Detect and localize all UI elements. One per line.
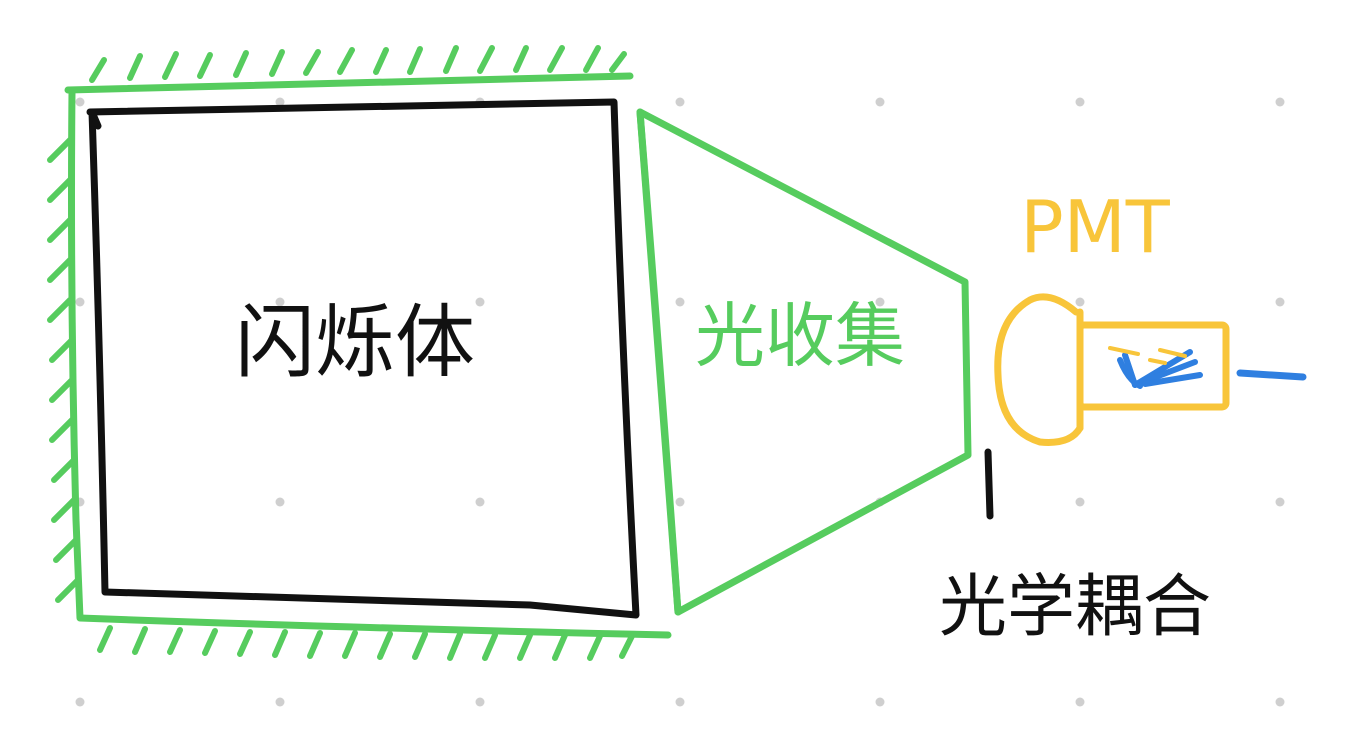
grid-dot [275, 697, 285, 707]
grid-dot [1275, 497, 1285, 507]
grid-dot [1075, 297, 1085, 307]
grid-dot [475, 697, 485, 707]
optical-coupling-line [984, 448, 994, 520]
grid-dot [875, 697, 885, 707]
grid-dot [75, 697, 85, 707]
pmt-label: PMT [1020, 185, 1171, 269]
grid-dot [675, 697, 685, 707]
grid-dot [875, 97, 885, 107]
pmt [994, 293, 1230, 446]
grid-dot [875, 297, 885, 307]
grid-dot [1275, 97, 1285, 107]
grid-dot [75, 297, 85, 307]
reflector-hatch-top [89, 45, 627, 83]
grid-dot [1075, 97, 1085, 107]
scintillator-box-corner [88, 108, 102, 130]
grid-dot [275, 497, 285, 507]
grid-dot [75, 97, 85, 107]
scintillator-box [86, 98, 640, 619]
grid-dot [675, 497, 685, 507]
grid-dot [1075, 697, 1085, 707]
grid-dot [275, 297, 285, 307]
reflector-wrapping [47, 45, 972, 661]
electron-cascade [1117, 349, 1203, 389]
grid-dot [1275, 697, 1285, 707]
grid-dot [1075, 497, 1085, 507]
grid-dot [1275, 297, 1285, 307]
pmt-output-line [1236, 369, 1307, 381]
light-collection-label: 光收集 [695, 295, 905, 377]
pmt-body [1076, 321, 1230, 411]
grid-dot [675, 97, 685, 107]
optical-coupling-label: 光学耦合 [939, 568, 1211, 647]
pmt-photocathode [994, 293, 1084, 446]
grid-dot [475, 497, 485, 507]
grid-dot [675, 297, 685, 307]
grid-dot [475, 297, 485, 307]
reflector-hatch-bottom [97, 625, 635, 661]
grid-dot [275, 97, 285, 107]
scintillator-label: 闪烁体 [235, 296, 475, 389]
reflector-hatch-left [47, 137, 81, 603]
